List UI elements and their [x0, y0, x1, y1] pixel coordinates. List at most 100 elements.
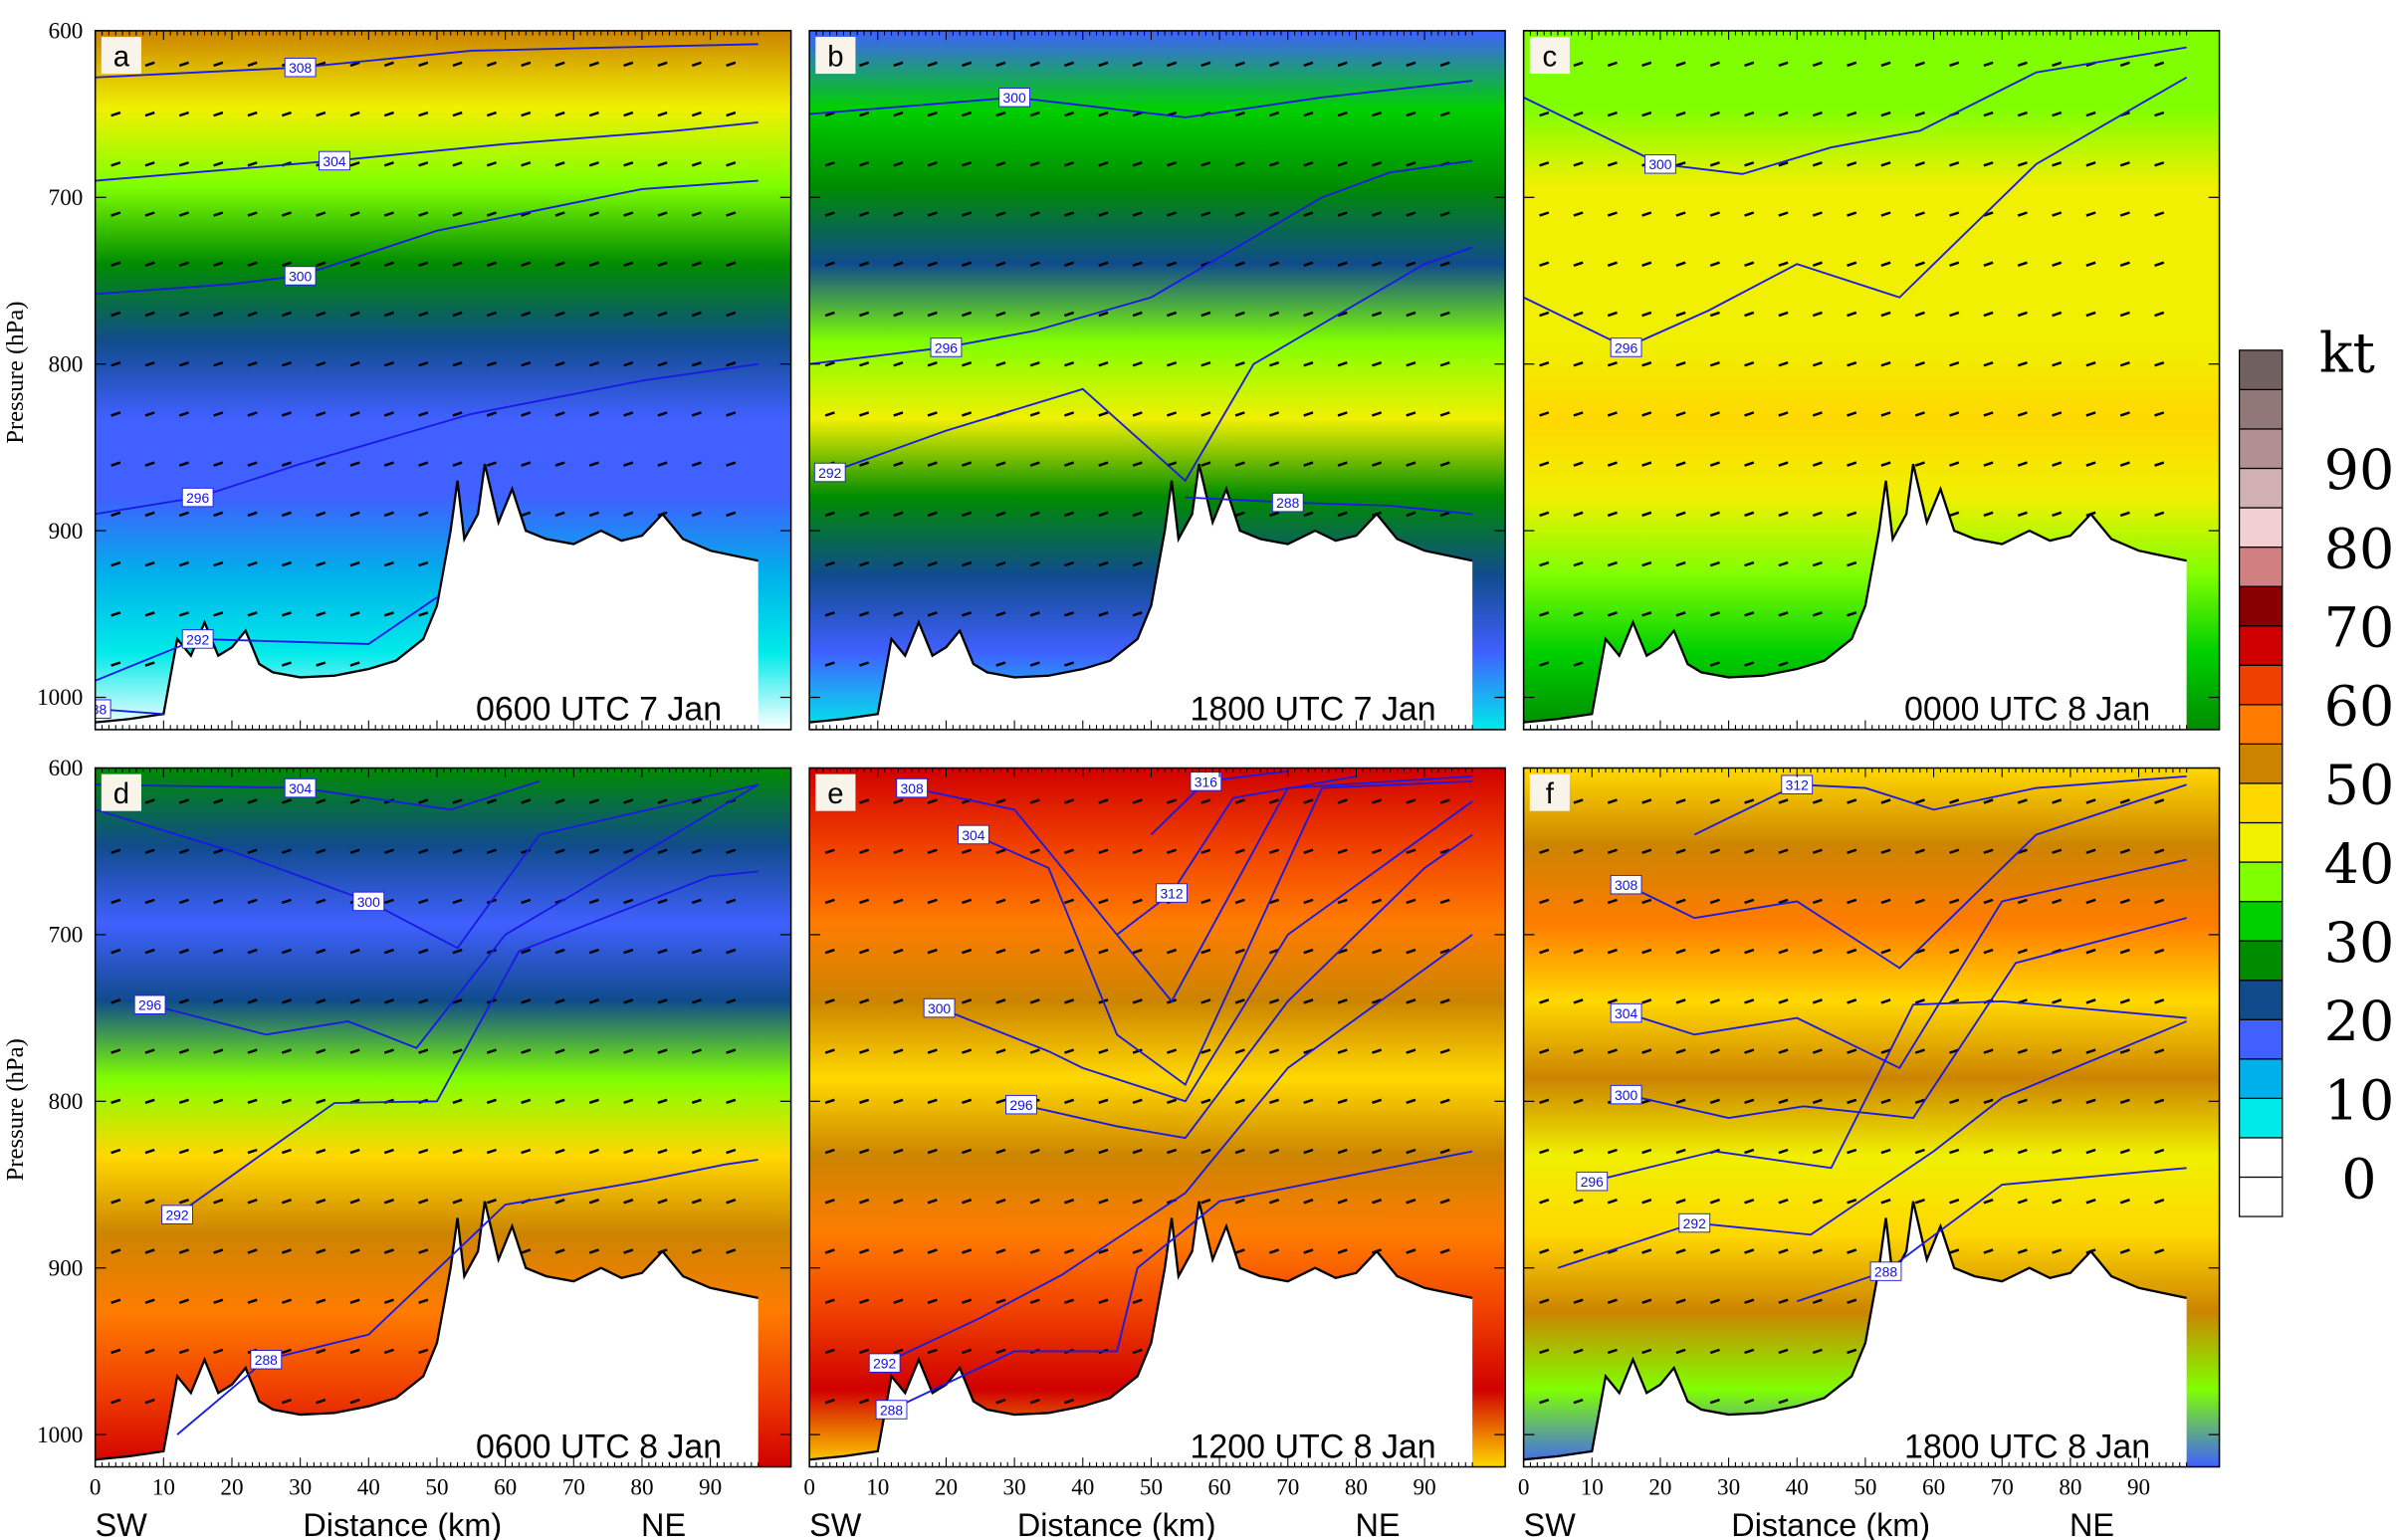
wind-vector [2119, 1148, 2130, 1155]
wind-vector [2017, 311, 2028, 318]
wind-vector [247, 360, 258, 367]
wind-vector [927, 211, 938, 217]
wind-vector [281, 411, 292, 417]
wind-vector [1064, 1398, 1075, 1405]
wind-vector [962, 360, 973, 367]
wind-vector [588, 848, 599, 854]
y-tick-label: 700 [49, 185, 84, 211]
wind-vector [1064, 1248, 1075, 1254]
wind-vector [247, 1098, 258, 1105]
wind-vector [1744, 998, 1755, 1004]
isentrope-label: 296 [138, 997, 161, 1013]
wind-vector [247, 261, 258, 267]
wind-vector [1064, 1048, 1075, 1054]
wind-vector [1709, 560, 1720, 567]
wind-vector [995, 1298, 1006, 1304]
wind-vector [623, 461, 634, 467]
terrain [809, 464, 1473, 730]
wind-vector [623, 211, 634, 217]
wind-vector [486, 411, 497, 417]
wind-vector [1744, 1098, 1755, 1105]
wind-vector [2119, 948, 2130, 955]
wind-vector [1439, 898, 1450, 905]
wind-vector [521, 61, 532, 68]
wind-vector [824, 261, 835, 267]
wind-vector [110, 1348, 121, 1355]
wind-vector [927, 1298, 938, 1304]
wind-vector [1539, 461, 1550, 467]
wind-vector [213, 798, 224, 804]
wind-vector [691, 161, 702, 167]
wind-vector [657, 848, 668, 854]
wind-vector [1098, 61, 1109, 68]
wind-vector [1573, 948, 1584, 955]
panel-letter: d [113, 777, 129, 810]
wind-vector [1337, 898, 1348, 905]
wind-vector [1132, 1199, 1143, 1205]
wind-vector [1573, 110, 1584, 117]
wind-vector [521, 1048, 532, 1054]
wind-vector [213, 611, 224, 617]
isentrope-label: 292 [1683, 1215, 1706, 1231]
wind-vector [418, 161, 429, 167]
colorbar-label: 60 [2324, 675, 2395, 740]
wind-vector [1641, 211, 1652, 217]
x-axis-label: Distance (km) [1017, 1507, 1216, 1540]
x-tick-label: 0 [90, 1474, 102, 1500]
wind-vector [859, 311, 870, 318]
wind-vector [995, 1348, 1006, 1355]
wind-vector [2052, 61, 2063, 68]
wind-vector [486, 311, 497, 318]
wind-vector [1641, 411, 1652, 417]
wind-vector [893, 1298, 904, 1304]
wind-vector [1641, 261, 1652, 267]
wind-vector [1372, 211, 1383, 217]
isentrope-308: 308 [1610, 783, 2187, 970]
wind-vector [1439, 1098, 1450, 1105]
wind-vector [521, 998, 532, 1004]
wind-vector [2052, 898, 2063, 905]
wind-vector [1167, 261, 1178, 267]
wind-vector [1337, 311, 1348, 318]
plot-frame [94, 30, 792, 731]
wind-vector [1098, 948, 1109, 955]
isentrope-292: 292 [813, 246, 1473, 483]
wind-vector [1029, 798, 1040, 804]
wind-vector [1744, 1248, 1755, 1254]
wind-vector [927, 798, 938, 804]
wind-vector [657, 360, 668, 367]
wind-vector [1269, 798, 1280, 804]
wind-vector [927, 311, 938, 318]
isentrope-label: 292 [165, 1208, 188, 1223]
wind-vector [110, 461, 121, 467]
wind-vector [1709, 661, 1720, 667]
wind-vector [110, 1298, 121, 1304]
wind-vector [691, 798, 702, 804]
isentrope-300: 300 [923, 800, 1473, 1103]
wind-vector [1709, 1048, 1720, 1054]
ne-label: NE [2069, 1507, 2114, 1540]
wind-vector [418, 1199, 429, 1205]
wind-vector [1337, 1148, 1348, 1155]
wind-vector [995, 798, 1006, 804]
wind-vector [1303, 1098, 1314, 1105]
wind-vector [1167, 1148, 1178, 1155]
wind-vector [2154, 461, 2165, 467]
wind-vector [1539, 560, 1550, 567]
wind-vector [2017, 161, 2028, 167]
wind-vector [1744, 110, 1755, 117]
wind-vector [2119, 998, 2130, 1004]
wind-vector [110, 1199, 121, 1205]
wind-vector [178, 511, 189, 518]
wind-vector [1641, 61, 1652, 68]
wind-vector [1064, 1199, 1075, 1205]
wind-vector [144, 1348, 155, 1355]
wind-vector [349, 798, 360, 804]
wind-vector [1744, 1048, 1755, 1054]
isentrope-296: 296 [133, 783, 760, 1049]
wind-vector [316, 360, 327, 367]
wind-vector [247, 1048, 258, 1054]
wind-vector [1269, 61, 1280, 68]
wind-vector [726, 898, 737, 905]
wind-vector [178, 998, 189, 1004]
